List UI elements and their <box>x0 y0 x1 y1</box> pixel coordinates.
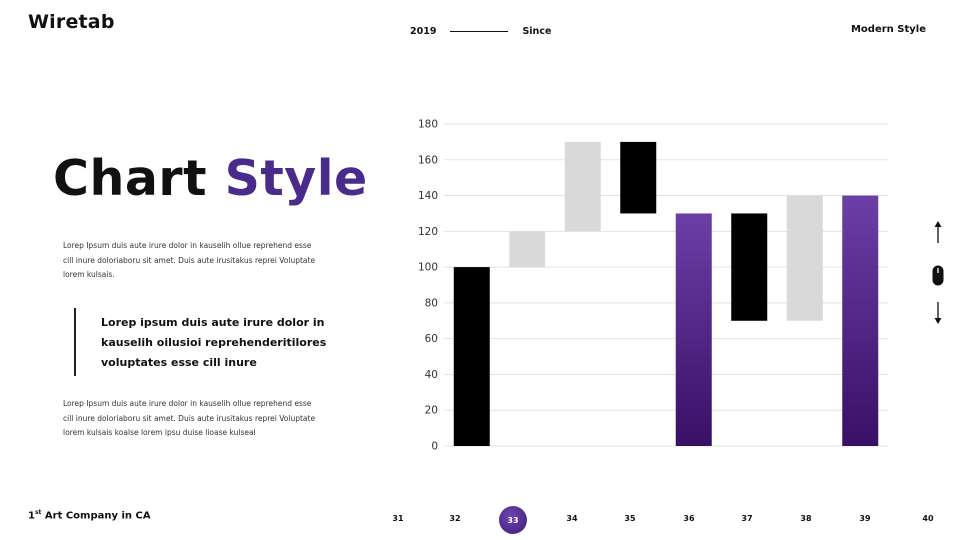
page-title: Chart Style <box>53 150 368 207</box>
waterfall-bar-2 <box>509 231 546 268</box>
y-tick-label-120: 120 <box>418 226 438 238</box>
y-tick-label-160: 160 <box>418 154 438 166</box>
company-tagline: 1st Art Company in CA <box>28 509 151 521</box>
y-tick-label-60: 60 <box>425 333 438 345</box>
page-39[interactable]: 39 <box>859 514 871 523</box>
page-38[interactable]: 38 <box>800 514 812 523</box>
company-ordinal-suffix: st <box>34 509 42 516</box>
waterfall-bar-7 <box>786 195 823 321</box>
title-part-1: Chart <box>53 150 207 207</box>
waterfall-bar-5 <box>675 213 712 446</box>
waterfall-chart: 0 20 40 60 80 100 120 140 160 180 <box>418 119 888 453</box>
page-34[interactable]: 34 <box>566 514 578 523</box>
page-32[interactable]: 32 <box>449 514 461 523</box>
title-part-2: Style <box>224 150 368 207</box>
intro-paragraph: Lorep Ipsum duis aute irure dolor in kau… <box>63 241 316 279</box>
timeline-divider <box>450 31 509 32</box>
quote-text: Lorep ipsum duis aute irure dolor in kau… <box>101 316 327 369</box>
page-31[interactable]: 31 <box>392 514 404 523</box>
page-navigation: 31 32 33 34 35 36 37 38 39 40 <box>0 506 960 534</box>
timeline-header: 2019 Since <box>410 26 551 37</box>
brand-logo: Wiretab <box>28 11 115 33</box>
year-label: 2019 <box>410 26 437 37</box>
y-tick-label-80: 80 <box>425 297 438 309</box>
page-37[interactable]: 37 <box>741 514 753 523</box>
page-40[interactable]: 40 <box>922 514 934 523</box>
y-tick-label-40: 40 <box>425 369 438 381</box>
page-36[interactable]: 36 <box>683 514 695 523</box>
y-tick-label-180: 180 <box>418 119 438 131</box>
company-name: Art Company in CA <box>41 510 151 522</box>
waterfall-bar-3 <box>564 141 601 232</box>
company-ordinal: 1 <box>28 510 35 522</box>
waterfall-bar-4 <box>620 141 657 214</box>
secondary-paragraph: Lorep Ipsum duis aute irure dolor in kau… <box>63 399 316 437</box>
since-label: Since <box>522 26 552 37</box>
page-35[interactable]: 35 <box>624 514 636 523</box>
page-33-active[interactable]: 33 <box>499 506 527 534</box>
y-tick-label-0: 0 <box>431 441 438 453</box>
y-tick-label-100: 100 <box>418 262 438 274</box>
y-tick-label-140: 140 <box>418 190 438 202</box>
arrow-down-icon[interactable] <box>930 300 946 326</box>
arrow-up-icon[interactable] <box>930 220 946 246</box>
quote-divider <box>74 308 76 376</box>
waterfall-bar-1 <box>453 267 490 446</box>
mouse-icon[interactable] <box>930 264 946 288</box>
y-tick-label-20: 20 <box>425 405 438 417</box>
waterfall-bar-8 <box>842 195 879 446</box>
waterfall-bar-6 <box>731 213 768 321</box>
style-label: Modern Style <box>850 24 926 35</box>
